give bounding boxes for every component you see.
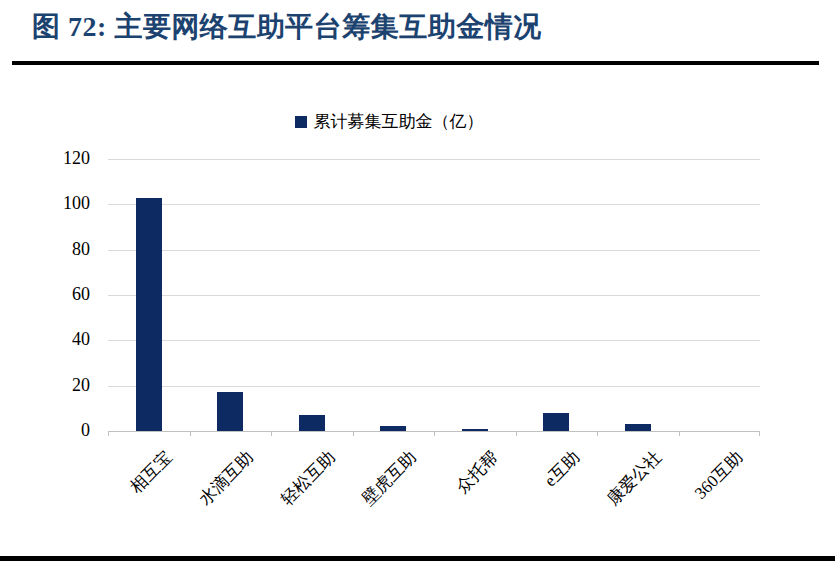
y-tick-label: 100 xyxy=(28,193,90,214)
bar-e互助 xyxy=(543,413,569,431)
y-tick-label: 120 xyxy=(28,148,90,169)
bar-水滴互助 xyxy=(217,392,243,431)
y-tick-label: 0 xyxy=(28,420,90,441)
gridline xyxy=(108,340,760,341)
x-axis-tick xyxy=(759,431,760,436)
x-category-label: 轻松互助 xyxy=(276,446,340,510)
x-category-label: 水滴互助 xyxy=(194,446,258,510)
y-tick-label: 60 xyxy=(28,284,90,305)
y-tick-label: 80 xyxy=(28,239,90,260)
x-axis-tick xyxy=(679,431,680,436)
x-category-label: 众托帮 xyxy=(451,446,503,498)
x-axis-tick xyxy=(108,431,109,436)
figure-title: 图 72: 主要网络互助平台筹集互助金情况 xyxy=(32,8,542,46)
bar-相互宝 xyxy=(136,198,162,431)
x-axis-tick xyxy=(597,431,598,436)
x-axis-tick xyxy=(353,431,354,436)
title-rule-divider xyxy=(12,61,819,65)
bar-众托帮 xyxy=(462,429,488,431)
plot-area xyxy=(108,159,760,432)
x-category-label: 360互助 xyxy=(689,446,747,504)
x-category-label: 相互宝 xyxy=(125,446,177,498)
bar-康爱公社 xyxy=(625,424,651,431)
x-category-label: 康爱公社 xyxy=(602,446,666,510)
y-tick-label: 20 xyxy=(28,375,90,396)
gridline xyxy=(108,295,760,296)
x-axis-tick xyxy=(516,431,517,436)
x-category-label: e互助 xyxy=(539,446,585,492)
x-axis-tick xyxy=(434,431,435,436)
chart-legend: 累计募集互助金（亿） xyxy=(0,110,778,133)
y-tick-label: 40 xyxy=(28,329,90,350)
x-axis-tick xyxy=(271,431,272,436)
bar-轻松互助 xyxy=(299,415,325,431)
gridline xyxy=(108,159,760,160)
x-axis-tick xyxy=(190,431,191,436)
gridline xyxy=(108,386,760,387)
x-category-label: 壁虎互助 xyxy=(357,446,421,510)
gridline xyxy=(108,250,760,251)
legend-swatch-icon xyxy=(295,116,307,128)
bottom-rule-divider xyxy=(0,556,835,561)
legend-label: 累计募集互助金（亿） xyxy=(314,110,484,133)
bar-壁虎互助 xyxy=(380,426,406,431)
gridline xyxy=(108,204,760,205)
